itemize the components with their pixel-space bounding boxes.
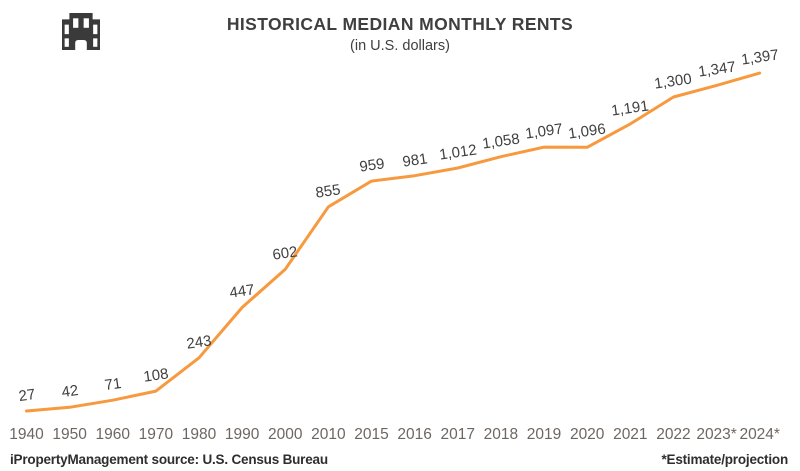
- x-axis-label-1990: 1990: [224, 426, 260, 443]
- x-axis-label-1960: 1960: [95, 426, 130, 443]
- x-axis-label-2000: 2000: [268, 426, 303, 443]
- x-axis-label-2017: 2017: [440, 426, 476, 443]
- x-axis-label-1970: 1970: [138, 426, 174, 443]
- x-axis-label-2010: 2010: [311, 426, 346, 443]
- x-axis-label-2015: 2015: [354, 426, 389, 443]
- x-axis-label-2018: 2018: [483, 426, 519, 443]
- estimate-note: *Estimate/projection: [661, 452, 788, 467]
- x-axis-label-2022: 2022: [656, 426, 691, 443]
- x-axis-label-2016: 2016: [397, 426, 432, 443]
- x-axis-label-2020: 2020: [569, 426, 605, 443]
- data-label-2010: 855: [314, 181, 342, 202]
- data-label-1960: 71: [103, 375, 123, 395]
- x-axis-label-2021: 2021: [613, 426, 648, 443]
- data-label-1970: 108: [142, 365, 170, 386]
- data-label-2016: 981: [401, 150, 429, 171]
- x-axis-label-2019: 2019: [526, 426, 562, 443]
- building-icon: [62, 13, 100, 50]
- x-axis-label-2023: 2023*: [696, 426, 737, 443]
- x-axis-label-1940: 1940: [9, 426, 44, 443]
- source-attribution: iPropertyManagement source: U.S. Census …: [10, 452, 328, 467]
- data-label-1940: 27: [17, 385, 36, 406]
- x-axis-label-1980: 1980: [181, 426, 217, 443]
- data-label-1950: 42: [60, 382, 80, 402]
- data-label-1980: 243: [185, 332, 213, 353]
- data-label-2015: 959: [357, 155, 386, 176]
- chart-header: HISTORICAL MEDIAN MONTHLY RENTS (in U.S.…: [0, 14, 800, 54]
- chart-subtitle: (in U.S. dollars): [350, 38, 450, 54]
- x-axis-label-2024: 2024*: [739, 426, 780, 443]
- chart-title: HISTORICAL MEDIAN MONTHLY RENTS: [226, 14, 574, 34]
- x-axis-label-1950: 1950: [52, 426, 87, 443]
- rent-series-line: [25, 71, 762, 413]
